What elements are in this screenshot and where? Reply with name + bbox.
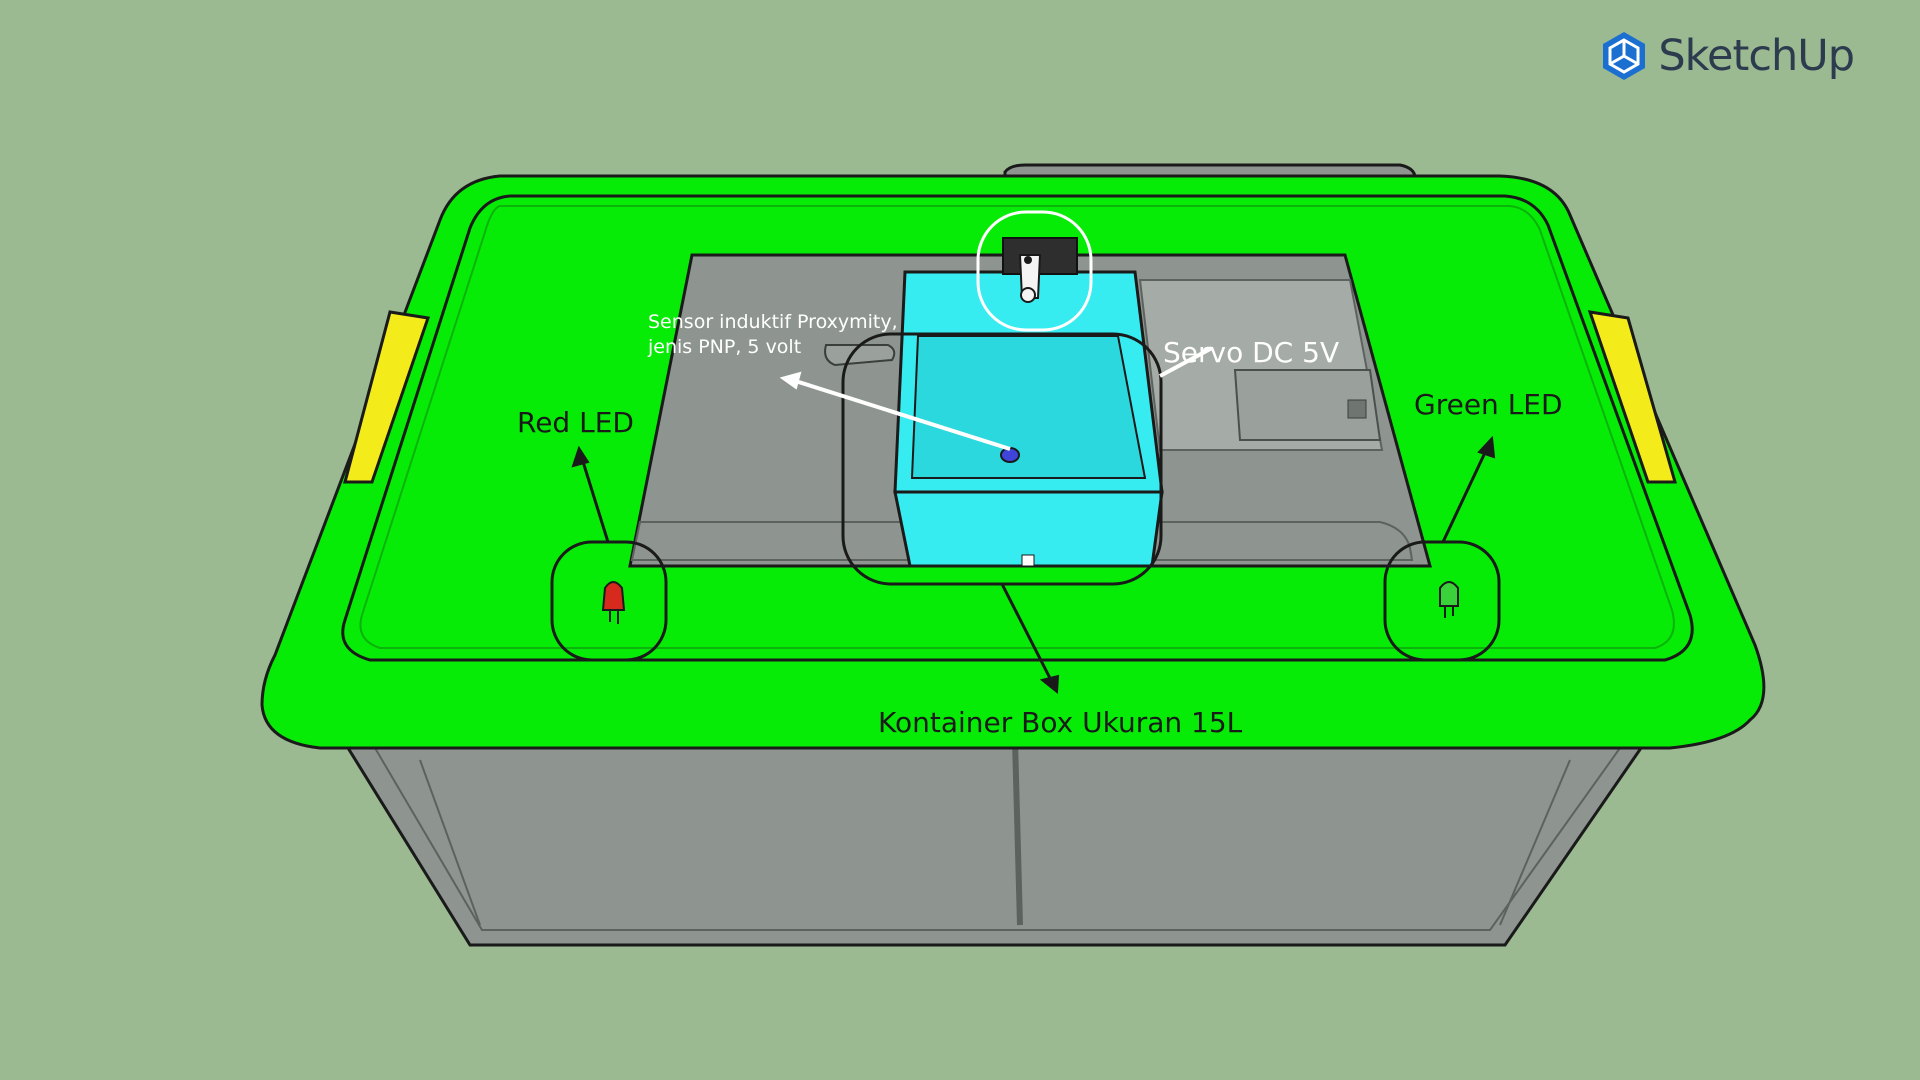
sensor-label: Sensor induktif Proxymity, jenis PNP, 5 … — [648, 310, 948, 360]
servo-callout-circle — [976, 210, 1093, 332]
container-box-body — [337, 733, 1653, 947]
red-led-callout-circle — [550, 540, 668, 662]
red-led — [601, 581, 626, 624]
container-arrow — [1000, 583, 1057, 689]
annotation-callouts — [550, 210, 1501, 694]
sketchup-cube-icon — [1603, 32, 1646, 80]
right-handle — [1587, 310, 1677, 484]
sensor-arrow — [785, 376, 1011, 451]
proximity-sensor — [1000, 447, 1020, 463]
sketchup-logo: SketchUp — [1600, 30, 1855, 82]
servo-arrow — [1159, 346, 1213, 378]
green-led-callout-circle — [1383, 540, 1501, 662]
container-label: Kontainer Box Ukuran 15L — [878, 706, 1243, 739]
logo-text: SketchUp — [1658, 31, 1855, 81]
sensor-label-line2: jenis PNP, 5 volt — [648, 336, 802, 358]
red-led-arrow — [578, 451, 610, 543]
red-led-label: Red LED — [517, 406, 634, 439]
left-handle — [343, 310, 430, 484]
green-led — [1439, 581, 1459, 618]
sensor-label-line1: Sensor induktif Proxymity, — [648, 311, 898, 333]
servo-label: Servo DC 5V — [1163, 336, 1340, 369]
green-led-arrow — [1441, 441, 1492, 543]
servo-motor — [1002, 237, 1078, 303]
cyan-tray — [893, 270, 1164, 568]
green-led-label: Green LED — [1414, 388, 1563, 421]
